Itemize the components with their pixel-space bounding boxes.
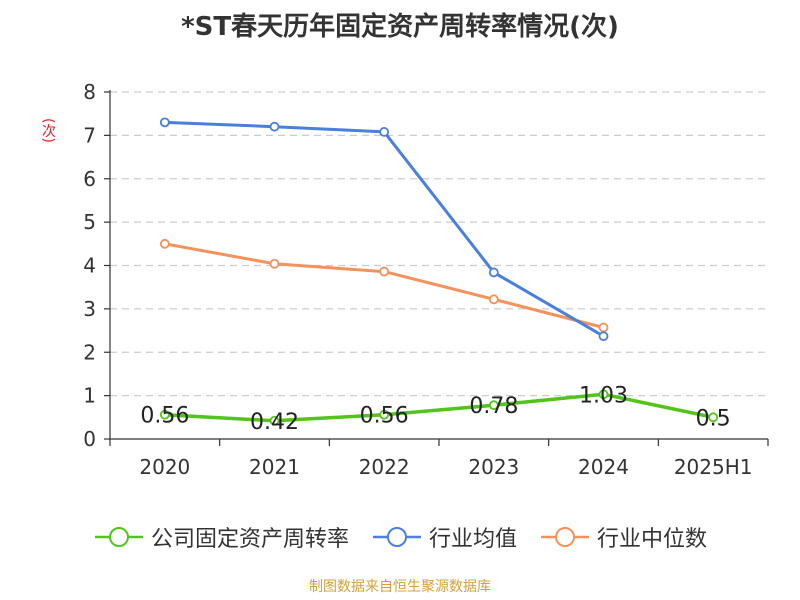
data-label: 1.03 <box>579 383 628 408</box>
legend-circle <box>386 527 407 547</box>
data-label: 0.5 <box>696 406 731 431</box>
y-tick-label: 5 <box>83 210 96 234</box>
x-tick-label: 2023 <box>468 455 519 479</box>
data-point <box>269 121 280 132</box>
y-tick-label: 7 <box>83 123 96 147</box>
y-axis-label: (次) <box>40 117 56 143</box>
legend-marker-icon <box>372 527 421 547</box>
data-label: 0.78 <box>469 394 518 419</box>
x-tick-label: 2021 <box>249 455 300 479</box>
series-line <box>163 120 605 338</box>
legend: 公司固定资产周转率 行业均值 行业中位数 <box>0 519 800 555</box>
axes: 0 1 2 3 4 5 6 7 8 2020 2021 2022 2023 2024 2025H1 <box>83 80 769 479</box>
y-tick-label: 0 <box>83 427 96 451</box>
legend-label: 行业中位数 <box>597 527 708 552</box>
data-point <box>488 400 499 411</box>
x-tick-label: 2020 <box>139 455 190 479</box>
y-tick-label: 6 <box>83 167 96 191</box>
y-tick-label: 3 <box>83 297 96 321</box>
legend-marker-icon <box>94 527 143 547</box>
legend-label: 行业均值 <box>428 527 517 552</box>
source-note: 制图数据来自恒生聚源数据库 <box>309 579 491 595</box>
legend-item[interactable]: 行业均值 <box>371 521 517 553</box>
legend-item[interactable]: 公司固定资产周转率 <box>93 521 349 553</box>
legend-item[interactable]: 行业中位数 <box>539 521 707 553</box>
chart-title: *ST春天历年固定资产周转率情况(次) <box>181 12 619 42</box>
data-labels: 0.56 0.42 0.56 0.78 1.03 0.5 <box>140 383 730 434</box>
data-label: 0.56 <box>140 404 189 429</box>
data-point <box>159 238 170 249</box>
x-tick-label: 2024 <box>578 455 629 479</box>
data-point <box>708 412 719 423</box>
data-point <box>379 127 390 137</box>
series-line <box>163 242 605 329</box>
y-tick-label: 1 <box>83 384 96 408</box>
y-tick-label: 8 <box>83 80 96 104</box>
legend-circle <box>108 527 129 547</box>
legend-circle <box>555 527 575 547</box>
data-point <box>598 322 609 333</box>
data-point <box>598 389 609 400</box>
x-tick-label: 2022 <box>359 455 410 479</box>
y-tick-label: 4 <box>83 254 96 278</box>
data-point <box>488 267 499 278</box>
x-tick-label: 2025H1 <box>674 455 753 479</box>
data-point <box>159 409 170 420</box>
data-point <box>269 415 280 426</box>
data-point <box>159 117 170 128</box>
data-point <box>598 331 609 342</box>
legend-marker-icon <box>541 527 589 547</box>
legend-label: 公司固定资产周转率 <box>150 527 349 552</box>
data-label: 0.56 <box>360 404 409 429</box>
data-point <box>379 409 390 420</box>
series-lines <box>159 117 719 426</box>
series-line <box>163 392 715 423</box>
data-label: 0.42 <box>250 410 299 435</box>
data-point <box>488 294 499 305</box>
data-point <box>269 258 280 269</box>
y-tick-label: 2 <box>83 340 96 364</box>
data-point <box>379 266 390 277</box>
grid-lines <box>110 91 768 397</box>
